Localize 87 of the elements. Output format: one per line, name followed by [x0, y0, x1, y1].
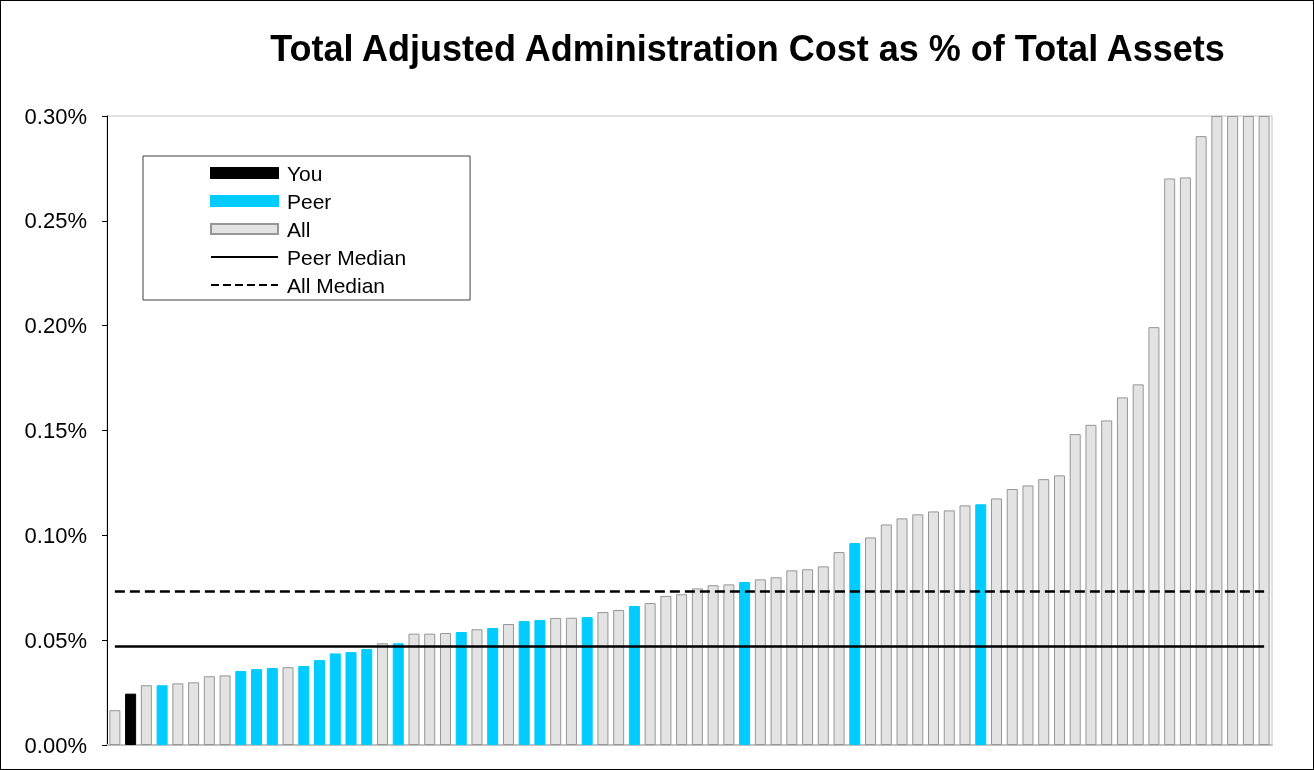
bar — [156, 685, 168, 745]
bar — [518, 621, 530, 745]
bar — [487, 628, 499, 745]
bar — [660, 595, 672, 745]
bar — [802, 569, 814, 745]
bar — [1179, 177, 1191, 745]
bar — [880, 524, 892, 745]
bar — [1195, 136, 1207, 745]
bar — [849, 543, 861, 745]
bar — [597, 612, 609, 745]
bar — [424, 633, 436, 745]
bar — [377, 643, 389, 745]
bar — [786, 570, 798, 745]
bar — [1053, 475, 1065, 745]
bar — [1148, 327, 1160, 745]
bar — [1101, 420, 1113, 745]
bar — [613, 609, 625, 745]
bar — [1069, 434, 1081, 745]
bar — [1085, 424, 1097, 745]
bar — [392, 643, 404, 745]
bar — [644, 603, 656, 745]
bar — [439, 633, 451, 745]
y-tick-label: 0.15% — [24, 418, 87, 443]
y-tick-label: 0.05% — [24, 627, 87, 653]
bar — [723, 584, 735, 745]
chart-title: Total Adjusted Administration Cost as % of Total Assets — [270, 27, 1225, 69]
bar — [266, 668, 278, 745]
bar — [581, 617, 593, 745]
bar — [896, 518, 908, 745]
y-tick-label: 0.30% — [24, 103, 87, 129]
bar — [990, 498, 1002, 745]
bar — [219, 675, 231, 745]
bar — [298, 665, 310, 745]
bar — [455, 631, 467, 745]
bar — [975, 504, 987, 745]
bar — [928, 511, 940, 745]
bar — [817, 566, 829, 745]
bar — [865, 537, 877, 745]
legend-label: All Median — [287, 273, 386, 297]
bar — [833, 552, 845, 745]
bar — [770, 577, 782, 745]
bar — [502, 624, 514, 745]
bar — [943, 510, 955, 745]
legend-label: Peer Median — [287, 245, 407, 269]
y-tick-label: 0.20% — [24, 313, 87, 339]
bar — [1116, 397, 1128, 745]
bar — [361, 648, 373, 745]
bar — [1006, 489, 1018, 745]
bar — [125, 693, 137, 745]
bar — [251, 669, 263, 745]
y-tick-label: 0.10% — [24, 522, 87, 548]
bar — [471, 629, 483, 745]
bar — [628, 605, 640, 745]
bar — [235, 670, 247, 745]
bar — [739, 582, 751, 745]
legend-label: Peer — [287, 189, 332, 213]
bar — [534, 620, 546, 745]
bar — [203, 676, 215, 745]
bar — [345, 652, 357, 745]
bar — [676, 594, 688, 745]
bar — [912, 514, 924, 745]
bar — [1038, 479, 1050, 745]
legend-label: All — [287, 217, 311, 241]
bar — [1132, 384, 1144, 745]
bar — [550, 617, 562, 745]
bar — [140, 685, 152, 745]
bar — [1258, 116, 1270, 745]
bar — [565, 617, 577, 745]
bar — [754, 579, 766, 745]
bar — [282, 667, 294, 745]
bar — [959, 505, 971, 745]
bar — [1022, 485, 1034, 745]
bar — [188, 682, 200, 745]
bar — [1211, 116, 1223, 745]
legend-label: You — [287, 161, 323, 185]
bar — [707, 585, 719, 745]
bar — [109, 710, 121, 745]
bar — [1227, 116, 1239, 745]
y-tick-label: 0.00% — [24, 732, 87, 758]
bar — [314, 660, 326, 745]
bar — [1242, 116, 1254, 745]
bar — [691, 588, 703, 745]
bar — [1164, 178, 1176, 745]
bar — [408, 633, 420, 745]
bar — [329, 653, 341, 745]
bar — [172, 683, 184, 745]
y-tick-label: 0.25% — [24, 208, 87, 234]
